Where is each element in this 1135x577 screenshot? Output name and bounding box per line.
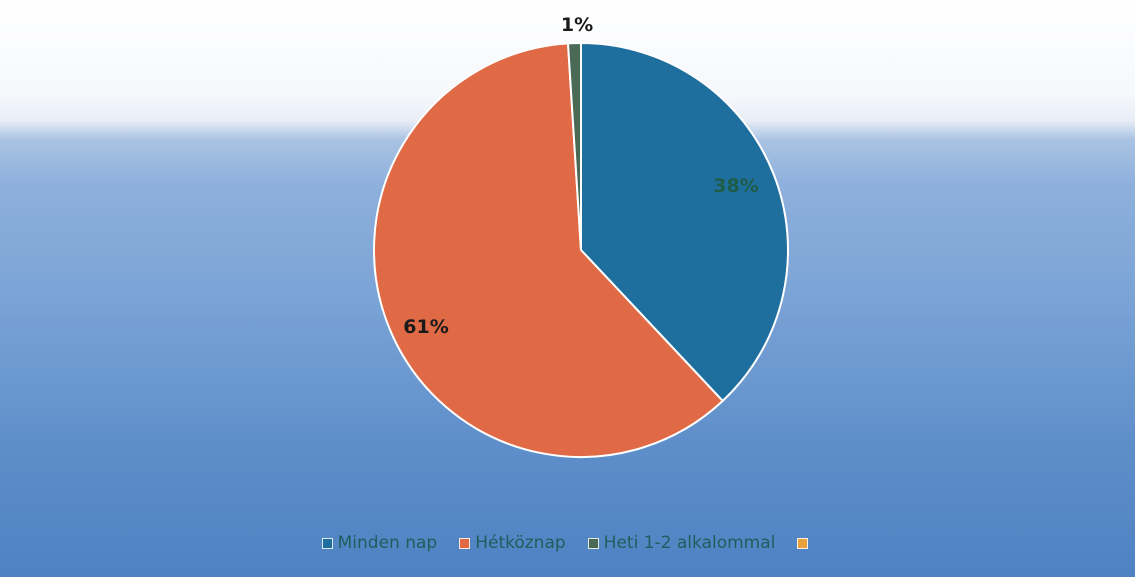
legend-item-3: Heti 1-2 alkalommal	[587, 533, 776, 553]
slice-label-2: 61%	[403, 316, 448, 338]
legend-label-2: Hétköznap	[475, 533, 566, 553]
legend-swatch-4	[797, 537, 809, 549]
pie-slice-2	[373, 42, 725, 458]
legend-item-2: Hétköznap	[459, 533, 566, 553]
legend-label-1: Minden nap	[337, 533, 438, 553]
slice-label-3: 1%	[561, 14, 593, 36]
chart-legend: Minden nap Hétköznap Heti 1-2 alkalommal	[0, 533, 1135, 553]
legend-item-1: Minden nap	[321, 533, 438, 553]
legend-swatch-3	[587, 537, 599, 549]
slice-label-1: 38%	[713, 175, 758, 197]
pie-slice-3	[566, 41, 582, 251]
legend-swatch-1	[321, 537, 333, 549]
legend-swatch-2	[459, 537, 471, 549]
pie-slice-1	[580, 41, 789, 403]
legend-item-4	[797, 537, 813, 549]
legend-label-3: Heti 1-2 alkalommal	[603, 533, 776, 553]
